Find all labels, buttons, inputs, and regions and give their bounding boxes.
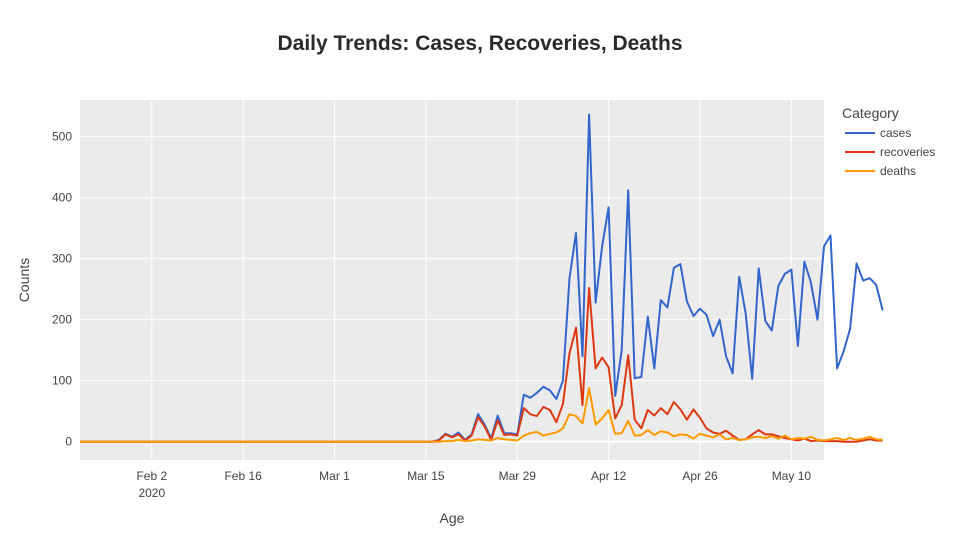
- plot-area: [80, 100, 824, 460]
- x-tick-label: Mar 1: [319, 469, 350, 483]
- x-axis-ticks: Feb 2 2020 Feb 16 Mar 1 Mar 15 Mar 29 Apr 12 Ap…: [136, 469, 811, 500]
- x-tick-label: Feb 16: [224, 469, 262, 483]
- legend-label-recoveries: recoveries: [880, 145, 935, 159]
- x-tick-label: Mar 15: [407, 469, 445, 483]
- legend-title: Category: [842, 105, 899, 121]
- y-axis-title: Counts: [16, 258, 32, 302]
- x-axis-title: Age: [440, 510, 465, 526]
- x-tick-label: Apr 26: [682, 469, 718, 483]
- legend-label-cases: cases: [880, 126, 911, 140]
- y-tick-label: 0: [65, 435, 72, 449]
- legend: Category cases recoveries deaths: [842, 105, 935, 178]
- y-axis-ticks: 0 100 200 300 400 500: [52, 130, 72, 449]
- x-tick-year-label: 2020: [138, 486, 165, 500]
- legend-label-deaths: deaths: [880, 164, 916, 178]
- y-tick-label: 400: [52, 191, 72, 205]
- x-tick-label: Mar 29: [499, 469, 537, 483]
- x-tick-label: May 10: [772, 469, 812, 483]
- series-lines: [80, 113, 884, 443]
- y-tick-label: 300: [52, 252, 72, 266]
- series-line-deaths: [80, 387, 883, 443]
- y-tick-label: 100: [52, 374, 72, 388]
- y-tick-label: 500: [52, 130, 72, 144]
- chart-title: Daily Trends: Cases, Recoveries, Deaths: [277, 32, 682, 55]
- y-tick-label: 200: [52, 313, 72, 327]
- x-tick-label: Apr 12: [591, 469, 627, 483]
- x-tick-label: Feb 2: [136, 469, 167, 483]
